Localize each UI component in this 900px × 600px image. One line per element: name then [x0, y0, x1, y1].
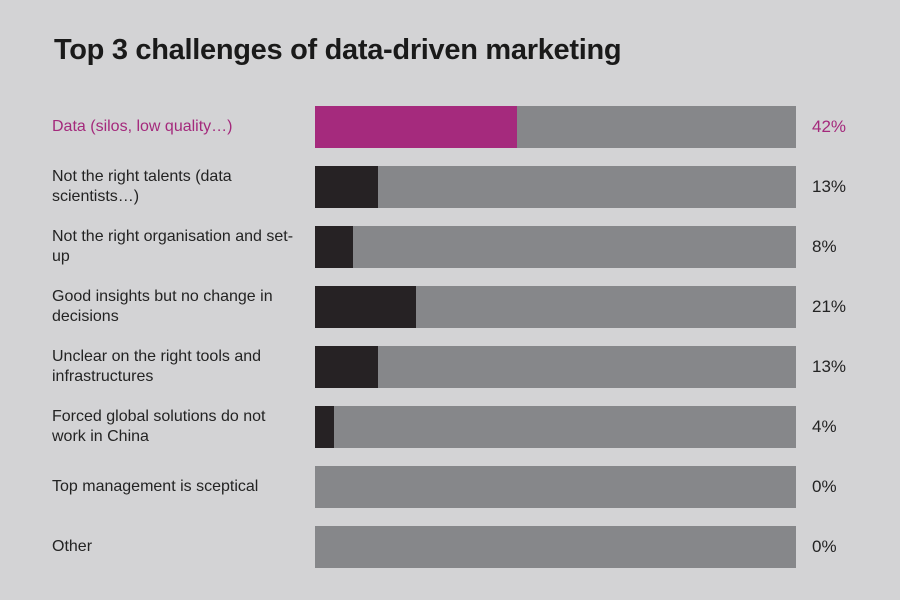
bar	[315, 226, 354, 268]
bar	[315, 286, 416, 328]
value-label: 0%	[812, 537, 837, 556]
bar-track	[315, 526, 796, 568]
bar-track	[315, 406, 796, 448]
category-label: Unclear on the right tools and infrastru…	[52, 348, 262, 385]
value-label: 8%	[812, 237, 837, 256]
value-label: 13%	[812, 357, 847, 376]
bar-track	[315, 286, 796, 328]
value-label: 4%	[812, 417, 837, 436]
category-label: Not the right talents (data scientists…)	[52, 168, 232, 205]
bar	[315, 346, 378, 388]
chart-title: Top 3 challenges of data-driven marketin…	[54, 34, 622, 66]
value-label: 21%	[812, 297, 847, 316]
value-label: 42%	[812, 117, 847, 136]
bar	[315, 106, 518, 148]
value-label: 0%	[812, 477, 837, 496]
bar	[315, 166, 378, 208]
category-label: Good insights but no change in decisions	[52, 288, 273, 325]
category-label: Forced global solutions do not work in C…	[52, 408, 266, 445]
category-label: Data (silos, low quality…)	[52, 118, 233, 135]
bar-track	[315, 106, 796, 148]
bar-track	[315, 466, 796, 508]
bar	[315, 406, 335, 448]
category-label: Other	[52, 538, 93, 555]
value-label: 13%	[812, 177, 847, 196]
bar-track	[315, 346, 796, 388]
category-label: Top management is sceptical	[52, 478, 259, 495]
category-label: Not the right organisation and set-up	[52, 228, 294, 265]
bar-track	[315, 166, 796, 208]
bar-track	[315, 226, 796, 268]
